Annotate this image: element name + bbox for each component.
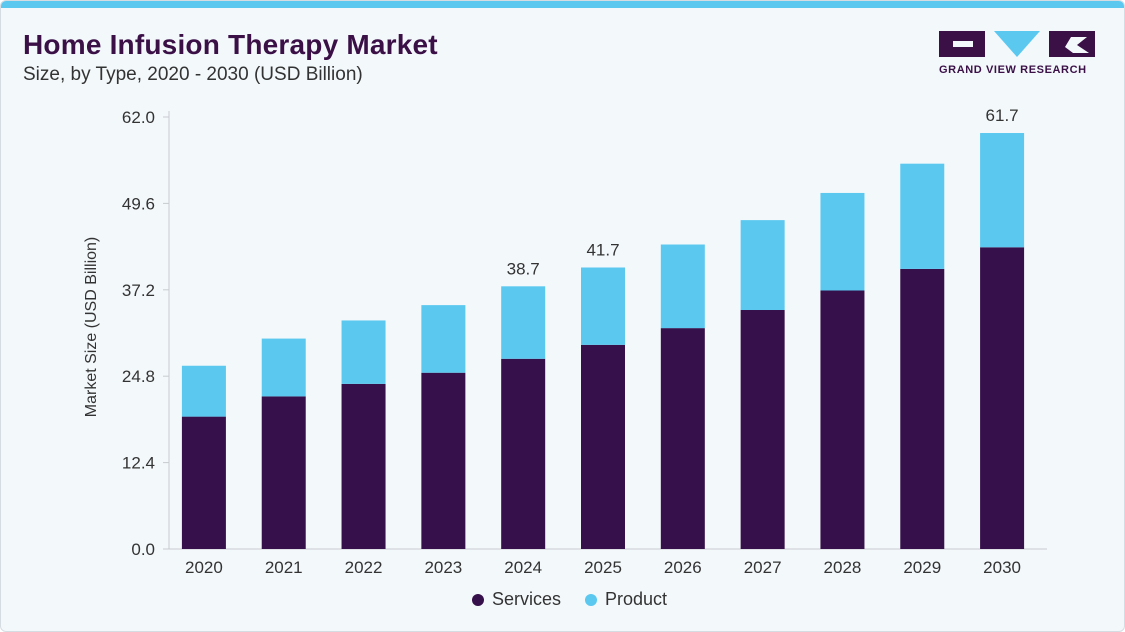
bar-product-2028	[820, 192, 865, 291]
x-tick-label: 2020	[185, 558, 223, 577]
bar-services-2023	[421, 372, 466, 549]
x-tick-label: 2029	[903, 558, 941, 577]
bar-product-2029	[900, 163, 945, 269]
x-tick-label: 2025	[584, 558, 622, 577]
bar-services-2024	[501, 358, 546, 549]
top-accent-bar	[1, 1, 1124, 8]
bar-product-2021	[261, 338, 306, 397]
y-axis-title: Market Size (USD Billion)	[83, 237, 100, 417]
chart-title: Home Infusion Therapy Market	[23, 29, 438, 60]
x-tick-label: 2030	[983, 558, 1021, 577]
data-label-total-2024: 38.7	[507, 259, 540, 278]
y-tick-label: 62.0	[122, 108, 155, 127]
x-tick-label: 2027	[744, 558, 782, 577]
y-tick-label: 49.6	[122, 194, 155, 213]
legend-item-product: Product	[584, 589, 668, 610]
bar-services-2020	[181, 416, 226, 549]
bar-product-2024	[501, 286, 546, 359]
chart-subtitle: Size, by Type, 2020 - 2030 (USD Billion)	[23, 64, 363, 85]
grand-view-research-logo	[939, 31, 1095, 57]
legend-label-product: Product	[604, 589, 668, 609]
y-tick-label: 24.8	[122, 367, 155, 386]
bar-services-2030	[980, 247, 1025, 550]
bar-product-2020	[181, 365, 226, 417]
bar-product-2025	[581, 267, 625, 345]
bar-product-2022	[341, 320, 386, 384]
bar-product-2027	[740, 220, 785, 311]
legend-swatch-services	[471, 593, 484, 606]
y-tick-label: 37.2	[122, 281, 155, 300]
y-tick-label: 0.0	[131, 540, 155, 559]
legend-swatch-product	[584, 593, 597, 606]
data-label-total-2025: 41.7	[586, 241, 619, 260]
x-tick-label: 2021	[265, 558, 303, 577]
bar-services-2028	[820, 290, 865, 549]
data-label-total-2030: 61.7	[986, 106, 1019, 125]
y-tick-label: 12.4	[122, 454, 155, 473]
bar-services-2026	[660, 328, 705, 549]
bar-product-2023	[421, 305, 466, 373]
x-tick-label: 2026	[664, 558, 702, 577]
bar-product-2026	[660, 244, 705, 329]
x-tick-label: 2024	[504, 558, 542, 577]
bar-services-2021	[261, 396, 306, 549]
legend-item-services: Services	[471, 589, 561, 610]
bar-services-2027	[740, 310, 785, 549]
bar-services-2029	[900, 268, 945, 549]
bar-services-2025	[581, 344, 625, 549]
bar-services-2022	[341, 383, 386, 549]
legend-label-services: Services	[491, 589, 561, 609]
chart-legend: Services Product	[1, 589, 1124, 610]
bar-product-2030	[980, 133, 1025, 248]
x-tick-label: 2023	[424, 558, 462, 577]
x-tick-label: 2022	[345, 558, 383, 577]
logo-text: GRAND VIEW RESEARCH	[939, 64, 1087, 76]
x-tick-label: 2028	[824, 558, 862, 577]
